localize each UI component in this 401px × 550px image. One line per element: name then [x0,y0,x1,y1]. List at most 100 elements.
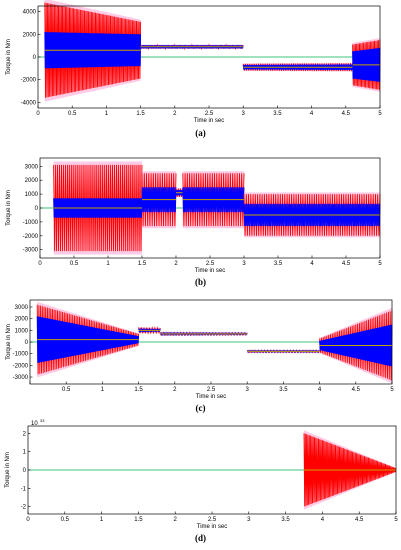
x-tick-label: 5 [378,261,382,267]
blue-oscillation-line [175,189,184,196]
blue-oscillation-line [352,47,381,82]
caption-a: (a) [195,128,206,138]
blue-oscillation-line [138,328,161,333]
x-tick-label: 2 [174,261,178,267]
blue-oscillation-line [36,316,140,363]
x-tick-label: 2 [173,111,177,117]
caption-d: (d) [195,533,206,543]
x-tick-label: 5 [378,111,382,117]
y-tick-label: 0 [25,340,29,346]
y-axis-label: Torque in Nm [5,452,11,488]
x-tick-label: 5 [390,387,394,393]
y-tick-label: -3000 [13,375,29,381]
signal-segment [319,307,393,384]
x-axis-label: Time in sec [196,394,226,400]
x-tick-label: 3 [246,387,250,393]
signal-segment [175,188,184,198]
y-tick-label: 1000 [15,328,29,334]
x-tick-label: 2 [173,387,177,393]
signal-segment [243,192,381,238]
signal-segment [36,301,140,378]
y-tick-label: 3000 [25,164,39,170]
y-tick-label: 1000 [25,192,39,198]
x-tick-label: 4.5 [342,111,351,117]
y-axis-label: Torque in Nm [6,190,12,226]
y-tick-label: 2000 [23,32,37,38]
x-tick-label: 1 [106,261,110,267]
y-tick-label: 3000 [15,305,29,311]
y-tick-label: -2000 [21,78,37,84]
blue-oscillation-line [159,331,248,337]
chart-panel-d: 0 0.5 1 1.5 2 2.5 3 3.5 4 4.5 5 -2 -1 0 1 2 Time in sec T… [0,418,401,533]
signal-segment [352,38,381,92]
chart-b-svg: 0 0.5 1 1.5 2 2.5 3 3.5 4 4.5 5 -3000 -2000 -1000 0 100… [6,157,382,274]
x-tick-label: 1.5 [134,387,143,393]
y-tick-label: -1000 [13,352,29,358]
y-scale-exponent: 33 [40,418,45,423]
y-axis-label: Torque in Nm [6,39,12,75]
signal-segment [53,161,143,255]
y-tick-label: 1 [23,450,27,456]
red-oscillation-line [182,173,245,227]
x-tick-label: 3.5 [273,111,282,117]
y-tick-label: -4000 [21,100,37,106]
signal-segment [242,62,354,72]
x-tick-label: 4 [310,111,314,117]
x-axis-label: Time in sec [195,268,225,274]
x-tick-label: 4.5 [352,387,361,393]
y-axis-label: Torque in Nm [6,324,12,360]
x-axis-label: Time in sec [194,118,224,124]
x-tick-label: 0.5 [62,387,71,393]
red-oscillation-line [141,173,177,227]
red-oscillation-line [36,304,140,375]
blue-oscillation-line [53,198,143,218]
x-tick-label: 4.5 [355,517,364,523]
x-tick-label: 2.5 [205,111,214,117]
blue-oscillation-line [243,203,381,227]
x-tick-label: 2 [174,517,178,523]
y-scale-multiplier: 10 [31,421,38,427]
x-tick-label: 4 [318,387,322,393]
chart-d-svg: 0 0.5 1 1.5 2 2.5 3 3.5 4 4.5 5 -2 -1 0 1 2 Time in sec T… [5,418,398,530]
y-tick-label: 0 [35,206,39,212]
x-tick-label: 1 [105,111,109,117]
x-tick-label: 3 [242,261,246,267]
caption-b: (b) [195,277,206,287]
x-axis-label: Time in sec [197,524,227,530]
x-tick-label: 1.5 [138,261,147,267]
blue-oscillation-line [242,64,354,71]
y-tick-label: -2000 [13,363,29,369]
x-tick-label: 2.5 [207,387,216,393]
y-tick-label: -2000 [23,234,39,240]
chart-panel-a: 0 0.5 1 1.5 2 2.5 3 3.5 4 4.5 5 -4000 -2000 0 2000 4000… [0,0,401,140]
x-tick-label: 4 [310,261,314,267]
signal-segment [159,331,248,337]
blue-oscillation-line [44,32,142,69]
chart-c-svg: 0.5 1 1.5 2 2.5 3 3.5 4 4.5 5 -3000 -2000 -1000 0 1000… [6,299,394,400]
y-tick-label: 0 [33,55,37,61]
x-tick-label: 4.5 [342,261,351,267]
x-tick-label: 3 [242,111,246,117]
y-tick-label: -1 [21,486,27,492]
blue-oscillation-line [141,187,177,213]
signal-segment [303,430,397,510]
x-tick-label: 1 [100,517,104,523]
chart-panel-b: 0 0.5 1 1.5 2 2.5 3 3.5 4 4.5 5 -3000 -2000 -1000 0 100… [0,150,401,280]
blue-oscillation-line [182,187,245,213]
red-oscillation-line [303,433,397,507]
x-tick-label: 0 [26,517,30,523]
y-tick-label: 2 [23,431,27,437]
y-tick-label: 4000 [23,10,37,16]
x-tick-label: 3.5 [281,517,290,523]
y-tick-label: -1000 [23,220,39,226]
x-tick-label: 1 [101,387,105,393]
chart-a-svg: 0 0.5 1 1.5 2 2.5 3 3.5 4 4.5 5 -4000 -2000 0 2000 4000… [6,0,382,124]
y-tick-label: -3000 [23,248,39,254]
x-tick-label: 0.5 [70,261,79,267]
signal-segment [246,349,321,354]
x-tick-label: 3.5 [274,261,283,267]
y-tick-label: -2 [21,505,27,511]
blue-oscillation-line [319,324,393,367]
x-tick-label: 4 [321,517,325,523]
signal-segment [141,171,177,229]
